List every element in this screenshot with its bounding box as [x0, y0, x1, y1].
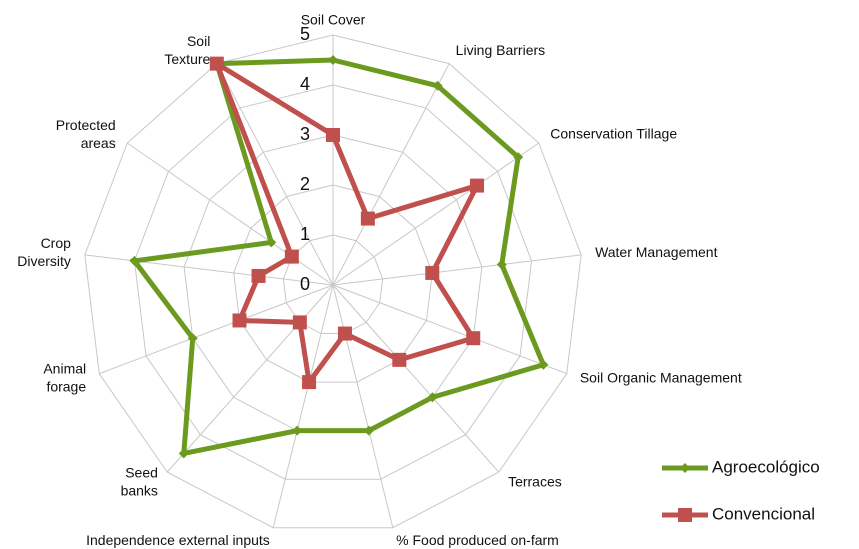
marker [232, 313, 247, 328]
marker [284, 249, 299, 264]
marker [466, 331, 481, 346]
marker [496, 259, 507, 270]
spoke [332, 284, 394, 528]
y-tick-label: 0 [300, 274, 310, 294]
category-label: Living Barriers [456, 42, 545, 58]
marker [513, 152, 524, 163]
series-line [129, 57, 547, 457]
spoke [332, 254, 582, 286]
grid-ring [233, 184, 433, 383]
marker [292, 425, 303, 436]
marker [538, 359, 549, 370]
category-label: Crop Diversity [17, 235, 71, 269]
legend-label: Agroecológico [712, 457, 820, 476]
category-label: % Food produced on-farm [396, 532, 559, 548]
category-label: Soil Texture [164, 33, 210, 67]
marker [178, 448, 189, 459]
marker [427, 392, 438, 403]
legend-label: Convencional [712, 504, 815, 523]
spoke [332, 284, 567, 375]
category-label: Water Management [595, 244, 718, 260]
marker [328, 55, 338, 65]
y-tick-label: 3 [300, 124, 310, 144]
marker [326, 128, 340, 142]
marker [432, 80, 443, 91]
y-tick-label: 4 [300, 74, 310, 94]
spoke [84, 254, 334, 286]
marker [363, 425, 374, 436]
marker [360, 211, 375, 226]
spoke [332, 63, 450, 286]
spoke [332, 142, 540, 286]
spoke [332, 284, 500, 473]
spoke [272, 284, 334, 528]
grid-ring [84, 34, 582, 529]
category-label: Independence external inputs [86, 532, 270, 548]
marker [187, 333, 198, 344]
category-label: Soil Cover [301, 12, 366, 28]
marker [292, 315, 307, 330]
y-tick-label: 2 [300, 174, 310, 194]
marker [209, 56, 224, 71]
category-label: Conservation Tillage [550, 126, 677, 142]
spoke [216, 63, 334, 286]
marker [251, 268, 266, 283]
category-label: Seed banks [121, 464, 158, 498]
legend-marker [680, 463, 690, 473]
legend-marker [678, 508, 692, 522]
spoke [99, 284, 334, 375]
category-label: Terraces [508, 473, 562, 489]
y-tick-label: 5 [300, 24, 310, 44]
marker [302, 375, 317, 390]
marker [425, 265, 440, 280]
marker [129, 255, 140, 266]
y-tick-label: 1 [300, 224, 310, 244]
grid-ring [133, 84, 533, 480]
category-label: Soil Organic Management [580, 369, 742, 385]
category-label: Protected areas [56, 117, 116, 151]
category-label: Animal forage [43, 360, 86, 394]
marker [266, 237, 277, 248]
marker [337, 326, 352, 341]
marker [392, 352, 407, 367]
marker [470, 178, 485, 193]
